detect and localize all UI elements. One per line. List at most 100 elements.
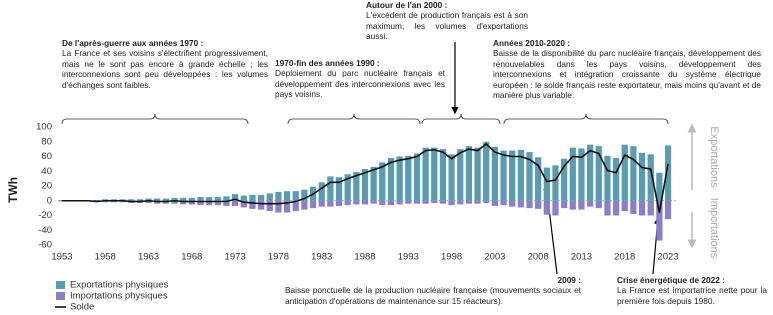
bar [457,200,464,205]
bar [422,147,429,201]
x-tick-label: 1963 [138,252,159,263]
bar [439,200,447,204]
bar [240,195,247,201]
bar [128,199,135,201]
bar [595,200,602,209]
bar [370,166,377,201]
y-tick-label: 80 [41,136,52,147]
bar [301,189,308,201]
bar [257,194,265,201]
bar [275,191,282,201]
bar [526,152,533,201]
bar [604,200,611,216]
x-tick-label: 1973 [225,252,246,263]
bar [431,200,438,203]
bar [257,200,265,210]
braces [61,113,669,125]
bar [578,148,585,201]
bar [561,158,568,201]
bar [526,200,533,209]
bar [586,200,594,207]
bar [483,200,490,203]
bar [664,145,672,201]
bar [656,200,663,241]
legend-swatch [56,281,65,289]
bar [612,157,620,201]
legend-label: Solde [70,302,94,313]
bar [387,157,395,201]
annotation-title: Crise énergétique de 2022 : [617,275,725,285]
y-tick-label: 0 [47,195,52,206]
bar [171,200,178,204]
bar [275,200,282,213]
y-tick-label: 100 [36,122,52,133]
bar [145,200,152,203]
bar [136,199,144,201]
side-label: Exportations [708,126,720,188]
annotation-title: Autour de l'an 2000 : [366,0,448,10]
bar [612,200,620,216]
bar [344,174,351,201]
bar [405,200,412,204]
annotation: 1970-fin des années 1990 : Déploiement du… [275,58,445,100]
bar [396,156,403,201]
bar [413,153,421,201]
bar [93,200,100,201]
bar [621,144,628,201]
legend-swatch [56,292,65,300]
bar [647,154,654,201]
x-tick-label: 1988 [354,252,375,263]
bar [552,165,559,201]
bar [353,200,360,205]
bar [327,176,334,201]
bar [509,200,516,207]
x-tick-label: 2003 [484,252,505,263]
bar [638,152,646,201]
bar [474,147,481,201]
bar [595,146,602,201]
bar [439,149,447,201]
annotation: De l'après-guerre aux années 1970 : La Fr… [62,38,268,90]
annotation-text: Baisse de la disponibilité du parc nuclé… [493,48,761,101]
bar [431,147,438,201]
bar [214,200,221,206]
bar [223,196,230,201]
y-tick-label: 40 [41,166,52,177]
bar [266,193,273,201]
bar [206,200,213,206]
annotation-title: De l'après-guerre aux années 1970 : [62,38,204,48]
bar [413,200,421,204]
brace [287,113,421,125]
x-tick-label: 1993 [398,252,419,263]
bar [232,194,239,201]
bar [630,146,637,201]
bar [517,200,524,208]
bar [353,171,360,201]
bar [58,200,66,201]
y-tick-label: -40 [38,225,52,236]
bar [664,200,672,220]
bar [180,197,187,201]
bar [578,200,585,210]
bar [647,200,654,216]
bar [335,200,343,206]
x-tick-label: 1968 [181,252,202,263]
bar [58,200,66,202]
bar [543,167,550,201]
bar [249,200,256,209]
bar [214,197,221,201]
bar [180,200,187,205]
brace [503,113,669,125]
bar [283,191,291,201]
bar [656,172,663,201]
annotation-text: La France et ses voisins s'électrifient … [62,48,268,90]
bar [604,155,611,201]
bar [379,200,386,206]
annotation: 2009 : Baisse ponctuelle de la production… [285,275,581,306]
bar [491,146,498,201]
bar [327,200,334,207]
bar [638,200,646,216]
y-tick-label: 20 [41,181,52,192]
